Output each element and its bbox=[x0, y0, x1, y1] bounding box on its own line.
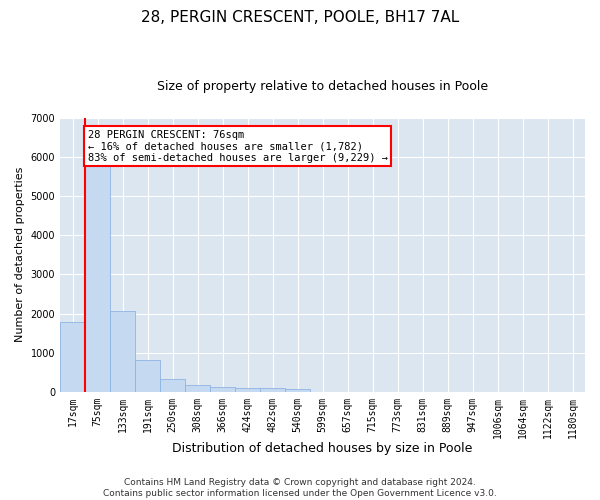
X-axis label: Distribution of detached houses by size in Poole: Distribution of detached houses by size … bbox=[172, 442, 473, 455]
Text: 28 PERGIN CRESCENT: 76sqm
← 16% of detached houses are smaller (1,782)
83% of se: 28 PERGIN CRESCENT: 76sqm ← 16% of detac… bbox=[88, 130, 388, 162]
Bar bbox=[85, 165, 110, 392]
Bar bbox=[235, 388, 260, 392]
Bar bbox=[285, 388, 310, 392]
Bar bbox=[185, 384, 210, 392]
Bar bbox=[135, 360, 160, 392]
Bar bbox=[160, 378, 185, 392]
Text: Contains HM Land Registry data © Crown copyright and database right 2024.
Contai: Contains HM Land Registry data © Crown c… bbox=[103, 478, 497, 498]
Bar bbox=[110, 311, 135, 392]
Text: 28, PERGIN CRESCENT, POOLE, BH17 7AL: 28, PERGIN CRESCENT, POOLE, BH17 7AL bbox=[141, 10, 459, 25]
Bar bbox=[210, 388, 235, 392]
Bar bbox=[60, 322, 85, 392]
Bar bbox=[260, 388, 285, 392]
Title: Size of property relative to detached houses in Poole: Size of property relative to detached ho… bbox=[157, 80, 488, 93]
Y-axis label: Number of detached properties: Number of detached properties bbox=[15, 167, 25, 342]
